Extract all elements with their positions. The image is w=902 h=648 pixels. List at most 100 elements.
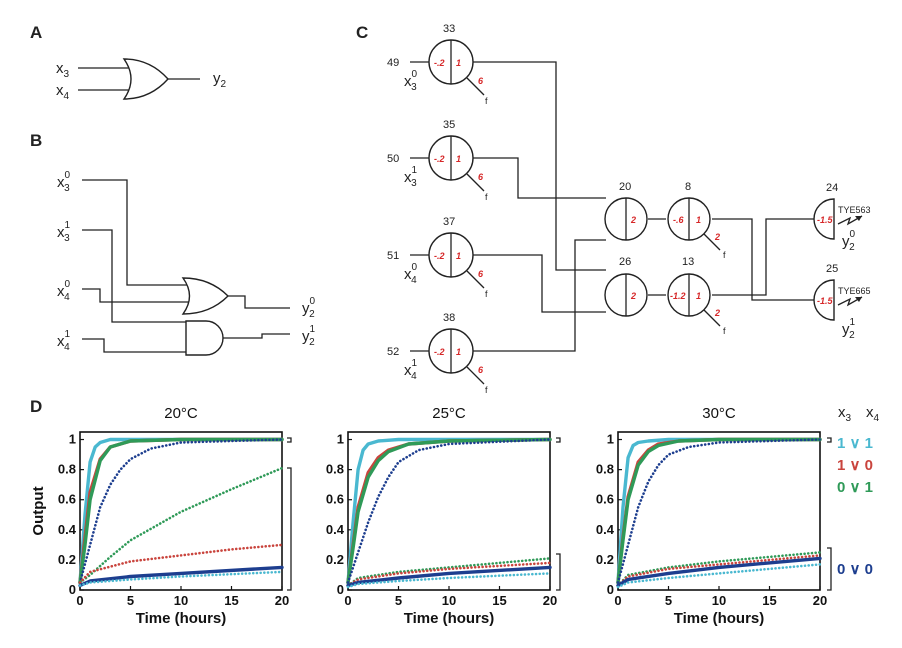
svg-text:f: f	[723, 250, 726, 260]
fluorescence-arrow-icon	[837, 215, 863, 226]
svg-text:f: f	[485, 385, 488, 395]
svg-text:49: 49	[387, 57, 399, 69]
svg-text:24: 24	[826, 182, 838, 194]
x-tick-label: 10	[174, 593, 188, 608]
input-gate-38: 38 52 -.2 1 6 f x1 4	[387, 312, 488, 395]
input-x3-1: x1 3	[404, 165, 418, 189]
series-line	[78, 437, 284, 585]
svg-text:6: 6	[478, 365, 484, 375]
svg-text:-.2: -.2	[434, 154, 445, 164]
panel-b-input-x3-1: x1 3	[57, 220, 71, 244]
y-tick-label: 0	[69, 582, 76, 597]
y-tick-label: 0.4	[326, 522, 345, 537]
panel-b-output-y2-1: y1 2	[302, 324, 316, 348]
panel-a-output-y2: y2	[213, 70, 227, 90]
panel-a-label: A	[30, 23, 42, 42]
legend-0-or-0: 0 ∨ 0	[837, 561, 873, 578]
y-tick-label: 0.6	[596, 492, 614, 507]
y-tick-label: 0.4	[58, 522, 77, 537]
y-tick-label: 0.6	[58, 492, 76, 507]
svg-text:20: 20	[619, 181, 631, 193]
gate-13: 13 -1.2 1 2 f	[667, 256, 726, 336]
svg-text:33: 33	[443, 23, 455, 35]
panel-d-brackets	[287, 437, 832, 591]
svg-text:-1.5: -1.5	[817, 215, 834, 225]
series-line	[346, 437, 552, 585]
x-tick-label: 20	[543, 593, 557, 608]
x-tick-label: 20	[813, 593, 827, 608]
series-line	[78, 437, 284, 585]
svg-text:f: f	[485, 289, 488, 299]
series-line	[616, 563, 822, 589]
chart-title: 25°C	[432, 405, 466, 422]
x-tick-label: 0	[76, 593, 83, 608]
svg-text:52: 52	[387, 346, 399, 358]
input-x3-0: x0 3	[404, 69, 418, 93]
x-axis-label: Time (hours)	[136, 610, 227, 627]
series-line	[78, 438, 284, 584]
output-y2-1: y1 2	[842, 317, 856, 341]
svg-text:-.2: -.2	[434, 251, 445, 261]
svg-text:51: 51	[387, 250, 399, 262]
input-x4-0: x0 4	[404, 262, 418, 286]
svg-text:f: f	[485, 96, 488, 106]
svg-text:f: f	[485, 192, 488, 202]
legend-header-x4: x4	[866, 404, 880, 424]
y-tick-label: 0.2	[58, 552, 76, 567]
plot-frame	[79, 431, 283, 591]
x-tick-label: 5	[395, 593, 402, 608]
panel-a-or-gate	[78, 58, 200, 100]
x-tick-label: 15	[492, 593, 506, 608]
svg-text:1: 1	[456, 251, 461, 261]
x-axis-label: Time (hours)	[404, 610, 495, 627]
svg-text:2: 2	[714, 308, 720, 318]
svg-text:-.6: -.6	[673, 215, 684, 225]
x-tick-label: 0	[614, 593, 621, 608]
y-tick-label: 0	[607, 582, 614, 597]
x-tick-label: 5	[665, 593, 672, 608]
x-tick-label: 0	[344, 593, 351, 608]
panel-b-label: B	[30, 131, 42, 150]
series-line	[346, 437, 552, 585]
svg-text:2: 2	[630, 291, 636, 301]
svg-text:13: 13	[682, 256, 694, 268]
panel-c-wires	[473, 61, 814, 352]
or-gate-y0	[181, 277, 229, 315]
y-axis-label: Output	[30, 486, 47, 535]
y-tick-label: 0.8	[596, 462, 614, 477]
svg-text:1: 1	[456, 347, 461, 357]
chart-title: 30°C	[702, 405, 736, 422]
series-line	[616, 438, 822, 584]
x-tick-label: 15	[224, 593, 238, 608]
gate-20: 20 2	[604, 181, 648, 241]
x-tick-label: 20	[275, 593, 289, 608]
gate-8: 8 -.6 1 2 f	[667, 181, 726, 260]
y-tick-label: 1	[337, 432, 344, 447]
svg-text:1: 1	[456, 58, 461, 68]
reporter-24: 24 -1.5 TYE563 y0 2	[813, 182, 871, 253]
svg-text:8: 8	[685, 181, 691, 193]
svg-text:6: 6	[478, 172, 484, 182]
x-axis-label: Time (hours)	[674, 610, 765, 627]
series-line	[346, 565, 552, 588]
y-tick-label: 0.2	[596, 552, 614, 567]
legend-header-x3: x3	[838, 404, 852, 424]
series-line	[78, 466, 284, 584]
svg-text:26: 26	[619, 256, 631, 268]
y-tick-label: 0.4	[596, 522, 615, 537]
input-gate-33: 33 49 -.2 1 6 f x0 3	[387, 23, 488, 106]
panel-b-dual-rail-circuit	[82, 179, 290, 356]
series-line	[346, 438, 552, 584]
svg-text:38: 38	[443, 312, 455, 324]
y-tick-label: 1	[69, 432, 76, 447]
svg-text:TYE563: TYE563	[838, 205, 871, 215]
gate-26: 26 2	[604, 256, 648, 317]
svg-text:1: 1	[696, 291, 701, 301]
legend-1-or-0: 1 ∨ 0	[837, 457, 873, 474]
svg-text:50: 50	[387, 153, 399, 165]
series-line	[346, 561, 552, 587]
svg-text:6: 6	[478, 76, 484, 86]
svg-text:-1.5: -1.5	[817, 296, 834, 306]
series-line	[616, 437, 822, 585]
